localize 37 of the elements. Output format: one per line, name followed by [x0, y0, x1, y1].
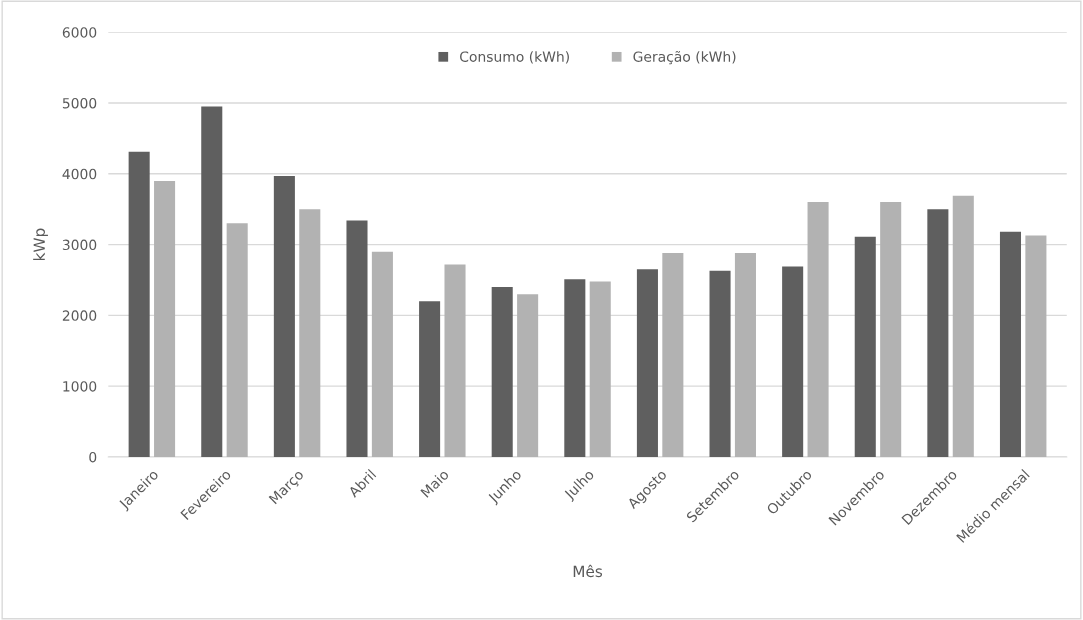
bar [371, 251, 393, 457]
y-tick-label: 0 [89, 451, 97, 463]
bar [636, 269, 658, 457]
legend-label: Geração (kWh) [633, 50, 736, 65]
x-axis-title: Mês [573, 564, 603, 578]
bar [880, 202, 902, 457]
bar [564, 279, 586, 457]
bar [128, 151, 150, 457]
y-tick-label: 4000 [62, 168, 97, 180]
bar [154, 180, 176, 457]
y-tick-label: 3000 [62, 239, 97, 251]
bar [854, 236, 876, 457]
y-axis-title: kWp [33, 228, 48, 261]
y-tick-label: 5000 [62, 97, 97, 109]
bar [709, 270, 731, 457]
bar [952, 195, 974, 457]
y-tick-label: 6000 [62, 27, 97, 38]
bar [273, 175, 295, 457]
bar [782, 266, 804, 457]
y-tick-label: 1000 [63, 381, 97, 392]
bar [226, 223, 248, 457]
bar [299, 209, 321, 457]
bar [346, 220, 368, 457]
bar [419, 301, 441, 457]
bar [662, 253, 684, 457]
bar [444, 264, 466, 457]
bar [734, 253, 756, 457]
bar [201, 106, 223, 457]
bar [517, 294, 539, 457]
bar [927, 209, 949, 457]
y-tick-label: 2000 [62, 310, 97, 321]
bar [1025, 235, 1047, 457]
bar [491, 287, 513, 457]
bar [999, 231, 1022, 457]
bar [589, 281, 611, 457]
legend-label: Consumo (kWh) [460, 51, 569, 64]
bar [807, 202, 829, 457]
